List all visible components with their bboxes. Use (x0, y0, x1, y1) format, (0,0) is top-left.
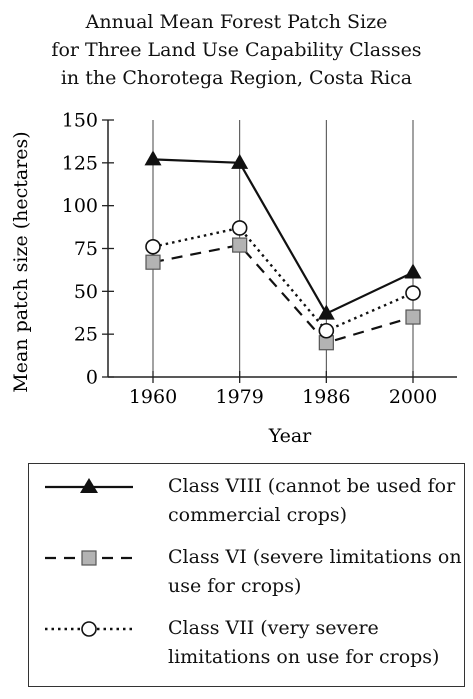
y-tick-label-0: 0 (86, 367, 98, 389)
y-tick-label-75: 75 (74, 238, 98, 260)
chart-title-line-1: Annual Mean Forest Patch Size (85, 11, 388, 33)
point-class-viii-1986 (317, 304, 335, 320)
y-tick-label-125: 125 (62, 152, 98, 174)
legend-symbol-class-vii (45, 621, 133, 637)
legend-label-class-viii-line-2: commercial crops) (168, 504, 348, 526)
point-class-viii-1979 (231, 153, 249, 169)
series-line-class-vi (152, 243, 414, 344)
x-tick-label-1979: 1979 (215, 386, 263, 408)
legend-label-class-vi-line-2: use for crops) (168, 575, 302, 597)
point-class-vi-2000 (405, 309, 421, 325)
legend-label-class-vii-line-2: limitations on use for crops) (168, 646, 440, 668)
legend-symbol-class-vi (45, 550, 133, 566)
point-class-viii-1960 (144, 150, 162, 166)
chart-title: Annual Mean Forest Patch Size for Three … (0, 8, 473, 92)
chart-title-line-3: in the Chorotega Region, Costa Rica (60, 67, 413, 89)
axis-layer: 0 25 50 75 100 125 150 1960 1979 1986 2000 (62, 110, 457, 408)
legend-label-class-vii-line-1: Class VII (very severe (168, 617, 379, 639)
point-class-vii-1979 (231, 220, 248, 236)
y-axis-label: Mean patch size (hectares) (10, 131, 32, 392)
point-class-vii-1986 (318, 322, 335, 339)
y-tick-label-150: 150 (62, 110, 98, 132)
line-chart: 0 25 50 75 100 125 150 1960 1979 1986 2000 Mean pa… (10, 110, 457, 447)
series-layer (144, 150, 422, 351)
point-class-vi-1979 (232, 237, 248, 253)
legend-label-class-viii-line-1: Class VIII (cannot be used for (168, 475, 456, 497)
legend: Class VIII (cannot be used for commercia… (28, 463, 465, 687)
y-tick-label-25: 25 (74, 324, 98, 346)
x-axis-label: Year (268, 425, 312, 447)
x-tick-label-2000: 2000 (389, 386, 437, 408)
grid-layer (152, 120, 414, 377)
x-tick-label-1960: 1960 (129, 386, 177, 408)
point-class-vii-2000 (405, 285, 421, 301)
point-class-viii-2000 (404, 263, 422, 279)
x-tick-label-1986: 1986 (302, 386, 350, 408)
series-line-class-vii (152, 226, 414, 333)
y-tick-label-100: 100 (62, 195, 98, 217)
legend-label-class-vi-line-1: Class VI (severe limitations on (168, 546, 462, 568)
point-class-vi-1960 (145, 254, 161, 270)
chart-title-line-2: for Three Land Use Capability Classes (51, 39, 422, 61)
legend-symbol-class-viii (45, 478, 133, 493)
y-tick-label-50: 50 (74, 281, 98, 303)
point-class-vii-1960 (145, 238, 161, 255)
series-line-class-viii (152, 158, 414, 316)
